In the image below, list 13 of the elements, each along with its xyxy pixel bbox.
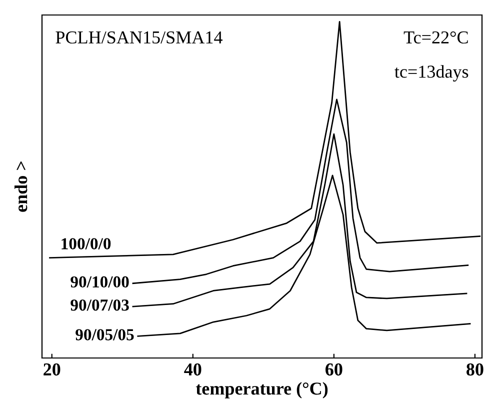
x-tick-label: 40 xyxy=(184,363,202,376)
annotation: Tc=22°C xyxy=(404,31,468,44)
annotation: PCLH/SAN15/SMA14 xyxy=(56,31,222,44)
x-tick-label: 20 xyxy=(44,363,60,376)
x-axis-title: temperature (°C) xyxy=(196,382,328,398)
x-tick-label: 60 xyxy=(326,363,342,376)
annotation: tc=13days xyxy=(394,65,468,82)
series-label: 90/05/05 xyxy=(76,329,134,340)
series-label: 100/0/0 xyxy=(62,238,111,250)
y-axis-title: endo > xyxy=(14,162,28,212)
series-label: 90/07/03 xyxy=(70,299,129,311)
series-label: 90/10/00 xyxy=(70,276,129,288)
x-tick-label: 80 xyxy=(466,363,484,376)
